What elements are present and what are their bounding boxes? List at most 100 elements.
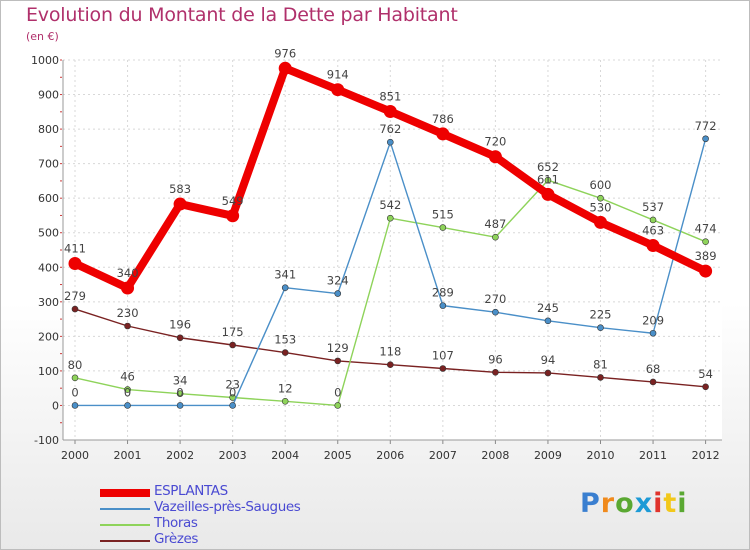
- data-point: [334, 357, 342, 365]
- data-point: [702, 135, 709, 143]
- x-tick-label: 2002: [166, 449, 194, 462]
- data-label: 279: [64, 289, 86, 303]
- data-point: [226, 209, 240, 223]
- data-label: 23: [225, 378, 240, 392]
- data-label: 209: [642, 313, 664, 327]
- x-tick-label: 2006: [376, 449, 404, 462]
- data-label: 289: [432, 286, 454, 300]
- data-label: 175: [222, 325, 244, 339]
- series-gr-zes: [71, 305, 709, 391]
- data-point: [176, 402, 184, 409]
- data-point: [281, 398, 289, 405]
- series-esplantas: [68, 61, 713, 295]
- logo-letter: P: [580, 488, 601, 519]
- data-point: [278, 61, 292, 75]
- data-point: [124, 322, 131, 330]
- legend-swatch: [100, 508, 150, 510]
- data-point: [492, 233, 499, 241]
- data-point: [386, 214, 394, 222]
- data-point: [71, 305, 79, 313]
- y-tick-label: 300: [38, 296, 59, 309]
- data-label: 46: [120, 370, 135, 384]
- y-tick-label: 700: [38, 158, 59, 171]
- data-label: 54: [698, 367, 713, 381]
- data-label: 487: [484, 217, 506, 231]
- data-point: [439, 302, 447, 309]
- data-label: 549: [222, 194, 244, 208]
- legend-swatch: [100, 489, 150, 497]
- series-vazeilles-pr-s-saugues: [71, 135, 709, 409]
- legend-label: Grèzes: [154, 531, 199, 547]
- y-tick-label: 400: [38, 261, 59, 274]
- data-point: [544, 317, 552, 325]
- chart-title: Evolution du Montant de la Dette par Hab…: [26, 4, 458, 26]
- logo-letter: t: [663, 488, 678, 519]
- data-label: 530: [590, 200, 612, 214]
- data-point: [649, 329, 657, 337]
- data-point: [124, 402, 131, 409]
- y-tick-label: 900: [38, 89, 59, 102]
- data-point: [176, 334, 184, 342]
- data-label: 762: [379, 122, 401, 136]
- logo-letter: x: [634, 488, 654, 519]
- x-tick-label: 2000: [61, 449, 89, 462]
- chart-unit: (en €): [26, 30, 59, 43]
- data-label: 118: [379, 345, 401, 359]
- data-label: 389: [695, 249, 717, 263]
- logo-letter: r: [600, 488, 616, 519]
- data-point: [702, 238, 709, 246]
- legend-label: Thoras: [154, 515, 198, 531]
- data-point: [124, 386, 131, 393]
- data-label: 94: [541, 353, 556, 367]
- data-label: 463: [642, 224, 664, 238]
- data-point: [331, 83, 345, 97]
- y-tick-label: 800: [38, 123, 59, 136]
- data-point: [702, 383, 709, 391]
- x-tick-label: 2007: [429, 449, 457, 462]
- data-point: [597, 374, 604, 381]
- data-label: 245: [537, 301, 559, 315]
- data-label: 196: [169, 318, 191, 332]
- proxiti-logo: Proxiti: [580, 488, 688, 519]
- data-label: 600: [590, 178, 612, 192]
- y-tick-label: 200: [38, 330, 59, 343]
- x-tick-label: 2008: [481, 449, 509, 462]
- data-label: 340: [117, 266, 139, 280]
- data-label: 324: [327, 274, 349, 288]
- data-label: 0: [71, 385, 78, 399]
- data-point: [334, 290, 342, 297]
- data-label: 772: [695, 119, 717, 133]
- y-tick-label: 500: [38, 227, 59, 240]
- data-point: [544, 369, 552, 377]
- data-point: [492, 368, 499, 376]
- y-tick-label: 0: [52, 399, 59, 412]
- data-label: 107: [432, 348, 454, 362]
- x-tick-label: 2004: [271, 449, 299, 462]
- data-label: 515: [432, 208, 454, 222]
- data-point: [173, 197, 187, 211]
- data-label: 914: [327, 68, 349, 82]
- data-point: [229, 402, 236, 409]
- x-tick-label: 2012: [692, 449, 720, 462]
- legend-label: ESPLANTAS: [154, 483, 228, 499]
- data-point: [597, 194, 604, 202]
- data-point: [281, 284, 289, 291]
- data-point: [439, 224, 447, 231]
- data-point: [229, 341, 236, 349]
- x-tick-label: 2010: [587, 449, 615, 462]
- data-label: 230: [117, 306, 139, 320]
- data-label: 12: [278, 381, 293, 395]
- legend-swatch: [100, 524, 150, 526]
- y-tick-label: 100: [38, 365, 59, 378]
- data-label: 68: [646, 362, 661, 376]
- y-tick-label: 1000: [31, 54, 59, 67]
- data-point: [649, 216, 657, 224]
- data-label: 0: [229, 385, 236, 399]
- data-label: 0: [176, 385, 183, 399]
- x-tick-label: 2009: [534, 449, 562, 462]
- series-thoras: [71, 176, 709, 409]
- data-point: [121, 281, 135, 295]
- y-tick-label: 600: [38, 192, 59, 205]
